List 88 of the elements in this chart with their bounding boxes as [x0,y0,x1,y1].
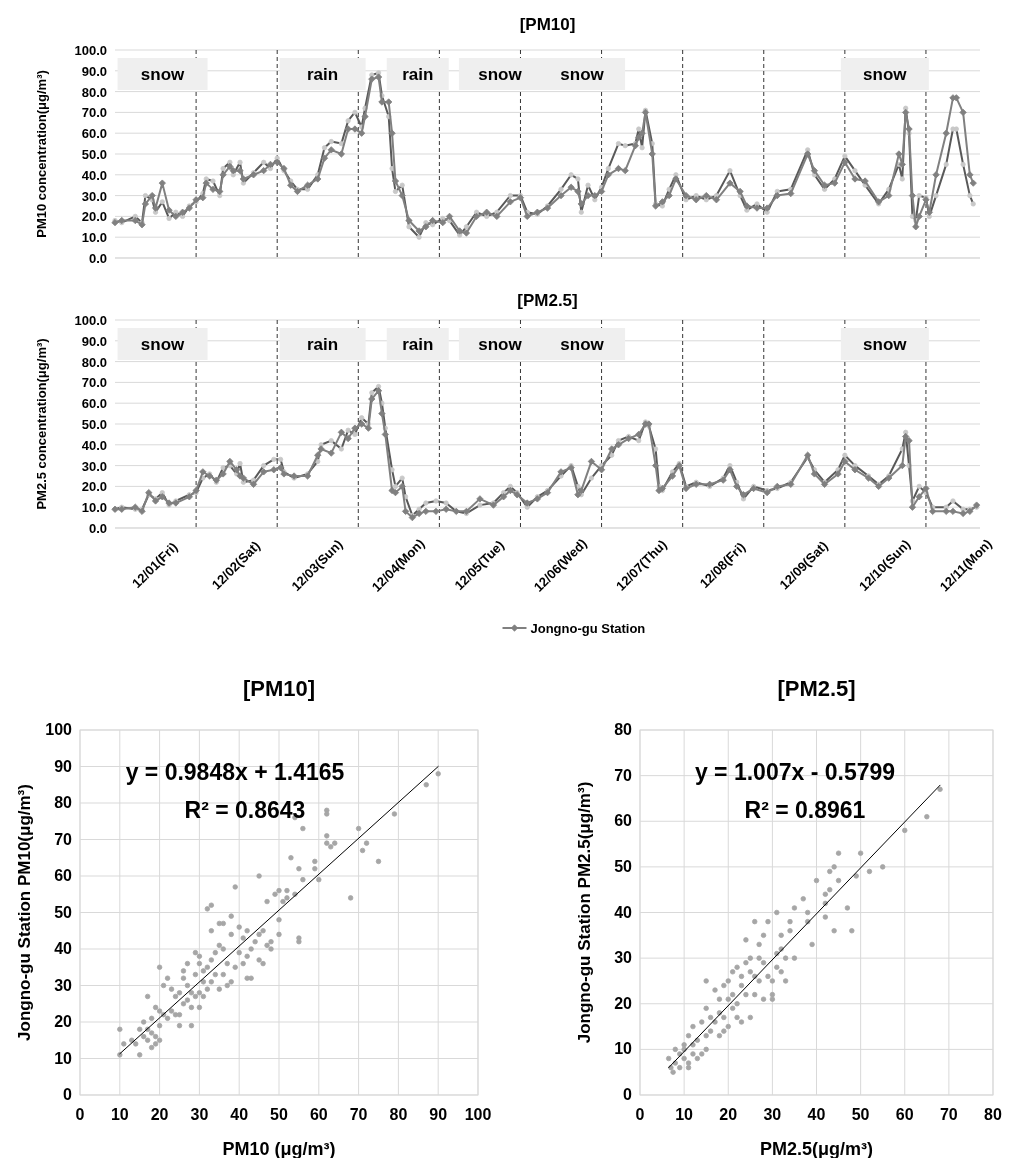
chart-title: [PM10] [519,15,576,34]
x-tick-label: 50 [851,1106,870,1123]
y-tick-label: 100.0 [74,43,107,58]
annotation: snow [140,65,186,84]
y-tick-label: 60.0 [81,126,107,142]
y-tick-label: 0 [63,1086,73,1103]
y-tick-label: 80.0 [81,84,107,100]
x-tick-label: 20 [150,1106,169,1123]
annotation: snow [560,65,605,84]
y-tick-label: 20.0 [81,209,107,225]
annotation: rain [307,65,339,84]
x-axis-title: PM2.5(μg/m³) [759,1139,874,1159]
x-tick-label: 100 [464,1106,492,1123]
y-tick-label: 40.0 [81,167,107,183]
x-tick-label: 10 [110,1106,129,1123]
x-tick-label: 70 [939,1106,958,1123]
annotation: snow [140,335,186,354]
y-tick-label: 10 [54,1049,73,1067]
y-tick-label: 90 [54,757,73,775]
y-tick-label: 50 [614,857,633,875]
x-tick-label: 50 [270,1106,288,1123]
x-tick-label: 40 [230,1106,249,1123]
y-tick-label: 80 [614,721,633,738]
y-tick-label: 10 [614,1040,633,1058]
y-tick-label: 70.0 [81,105,107,121]
y-tick-label: 50.0 [81,417,107,432]
y-tick-label: 30.0 [81,188,107,204]
y-tick-label: 90.0 [81,63,107,79]
annotation: snow [560,335,605,354]
y-tick-label: 20 [614,994,633,1012]
y-tick-label: 10.0 [81,230,107,246]
annotation: snow [863,335,908,354]
annotation: rain [402,335,434,354]
y-tick-label: 100 [45,721,73,738]
annotation: snow [478,65,523,84]
x-tick-label: 90 [429,1106,448,1123]
annotation: y = 0.9848x + 1.4165 [125,759,345,785]
y-tick-label: 20 [54,1013,73,1030]
legend-label: Jongno-gu Station [530,621,646,636]
x-tick-label: 60 [895,1106,914,1123]
y-tick-label: 80 [54,794,73,811]
y-tick-label: 70 [54,830,73,848]
x-tick-label: 20 [719,1106,738,1123]
y-tick-label: 0.0 [88,251,107,266]
chart-title: [PM2.5] [517,291,578,310]
chart-title: [PM2.5] [777,676,856,701]
y-tick-label: 100.0 [74,313,107,328]
y-tick-label: 50.0 [81,147,107,162]
x-tick-label: 0 [635,1106,645,1123]
x-tick-label: 10 [675,1106,694,1123]
y-tick-label: 40 [614,903,633,921]
y-tick-label: 0.0 [88,521,107,536]
y-tick-label: 60 [54,867,73,884]
x-tick-label: 30 [190,1106,209,1123]
x-tick-label: 40 [807,1106,826,1123]
y-tick-label: 80.0 [81,354,107,370]
annotation: rain [402,65,434,84]
y-tick-label: 70 [614,766,633,784]
y-tick-label: 70.0 [81,375,107,391]
y-tick-label: 60.0 [81,396,107,412]
x-tick-label: 80 [984,1106,1002,1123]
y-tick-label: 30 [54,976,73,994]
x-axis-title: PM10 (μg/m³) [222,1139,336,1159]
annotation: R² = 0.8643 [184,797,306,823]
chart-title: [PM10] [242,676,316,701]
y-tick-label: 90.0 [81,333,107,349]
annotation: snow [863,65,908,84]
y-axis-title: PM10 concentration(μg/m³) [34,70,49,238]
y-tick-label: 40 [54,940,73,957]
y-tick-label: 20.0 [81,479,107,495]
y-tick-label: 30 [614,949,633,967]
y-tick-label: 40.0 [81,437,107,453]
annotation: rain [307,335,339,354]
y-tick-label: 0 [623,1086,633,1103]
x-tick-label: 80 [389,1106,408,1123]
x-tick-label: 70 [349,1106,368,1123]
y-tick-label: 10.0 [81,500,107,516]
x-tick-label: 30 [763,1106,782,1123]
y-tick-label: 60 [614,812,633,830]
y-axis-title: PM2.5 concentration(μg/m³) [34,338,49,510]
y-tick-label: 30.0 [81,458,107,474]
y-axis-title: Jongno-gu Station PM2.5(μg/m³) [575,781,594,1044]
annotation: R² = 0.8961 [744,797,866,823]
x-tick-label: 60 [309,1106,328,1123]
y-axis-title: Jongno-gu Station PM10(μg/m³) [15,784,34,1041]
annotation: snow [478,335,523,354]
y-tick-label: 50 [54,903,73,921]
annotation: y = 1.007x - 0.5799 [694,759,896,785]
